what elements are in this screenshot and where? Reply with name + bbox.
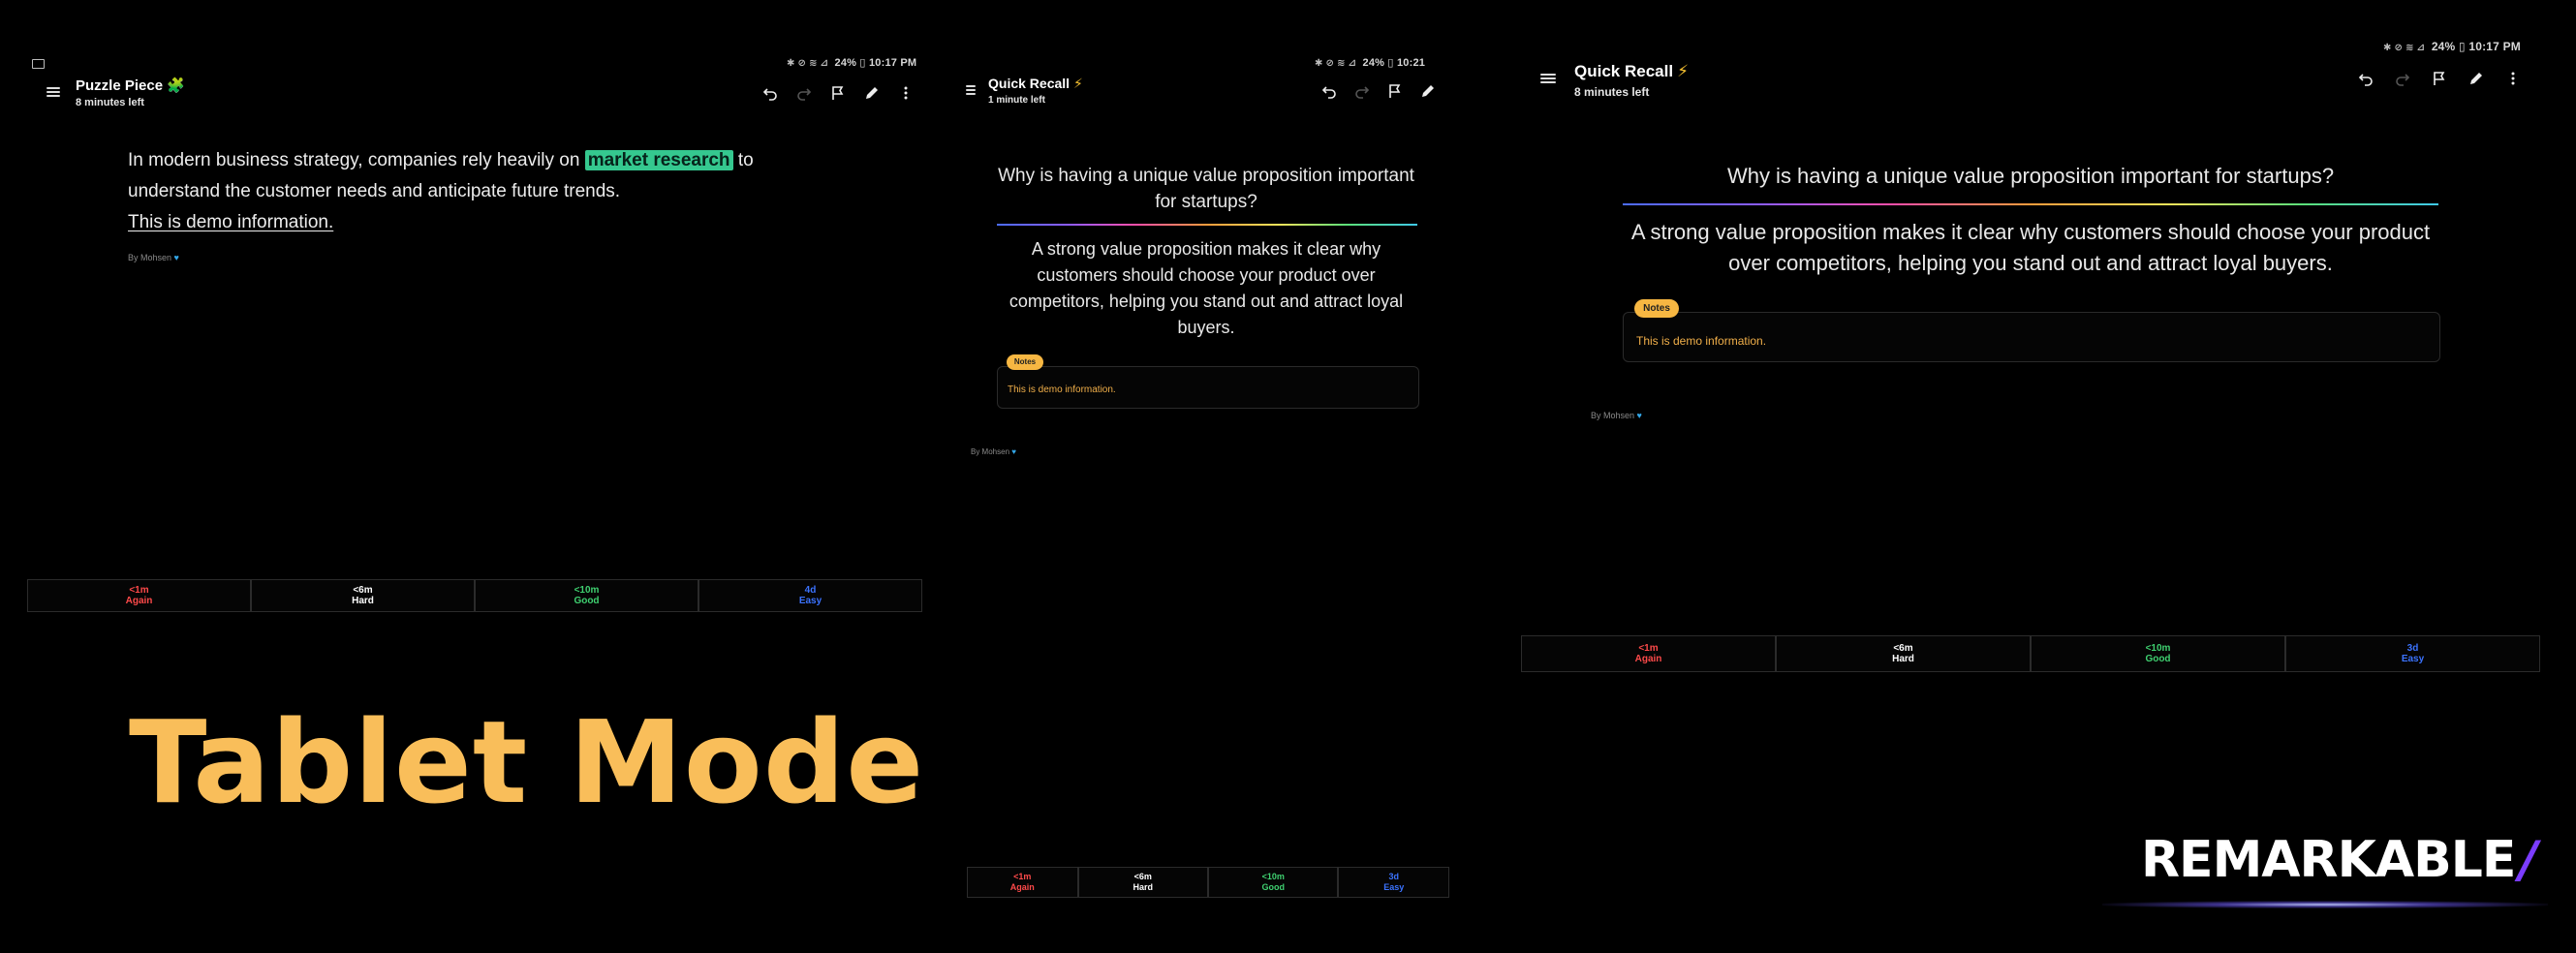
- hard-button[interactable]: <6m Hard: [1077, 867, 1208, 898]
- underlined-info: This is demo information.: [128, 212, 334, 232]
- byline: By Mohsen ♥: [128, 253, 179, 262]
- redo-icon[interactable]: [2393, 69, 2412, 88]
- answer-buttons: <1m Again <6m Hard <10m Good 3d Easy: [1521, 635, 2540, 672]
- notes-label: Notes: [1007, 354, 1043, 370]
- hamburger-menu-icon[interactable]: [966, 85, 976, 95]
- highlighted-term: market research: [584, 150, 733, 170]
- deck-title-text: Quick Recall: [988, 76, 1071, 91]
- edit-pencil-icon[interactable]: [2467, 69, 2486, 88]
- byline: By Mohsen ♥: [1591, 411, 1642, 420]
- answer-buttons: <1m Again <6m Hard <10m Good 4d Easy: [27, 579, 922, 612]
- deck-title: Quick Recall ⚡: [1574, 62, 1689, 81]
- card-text-start: In modern business strategy, companies r…: [128, 150, 580, 170]
- question-divider: [1623, 203, 2438, 205]
- deck-title-text: Quick Recall: [1574, 62, 1674, 80]
- status-time: 10:21: [1396, 57, 1426, 69]
- undo-icon[interactable]: [760, 83, 780, 103]
- hamburger-menu-icon[interactable]: [47, 87, 60, 97]
- more-vertical-icon[interactable]: [896, 83, 916, 103]
- status-bar: ✱ ⊘ ≋ ⊿ 24% ▯ 10:17 PM: [2383, 40, 2521, 53]
- good-button[interactable]: <10m Good: [475, 579, 698, 612]
- card-answer: A strong value proposition makes it clea…: [1009, 239, 1404, 337]
- battery-icon: ▯: [859, 57, 866, 69]
- good-button[interactable]: <10m Good: [2031, 635, 2285, 672]
- card-question: Why is having a unique value proposition…: [998, 166, 1414, 212]
- lightning-icon: ⚡: [1073, 76, 1083, 91]
- again-button[interactable]: <1m Again: [967, 867, 1078, 898]
- status-bar: ✱ ⊘ ≋ ⊿ 24% ▯ 10:17 PM: [787, 56, 916, 69]
- card-answer: A strong value proposition makes it clea…: [1630, 220, 2431, 275]
- card-text-mid: to: [737, 150, 754, 170]
- redo-icon[interactable]: [794, 83, 814, 103]
- brand-glow: [2102, 901, 2548, 908]
- notes-label: Notes: [1634, 299, 1679, 318]
- toolbar: [1319, 81, 1438, 101]
- notes-box: This is demo information.: [997, 366, 1419, 409]
- undo-icon[interactable]: [2356, 69, 2375, 88]
- hard-button[interactable]: <6m Hard: [1776, 635, 2031, 672]
- tablet-mode-heading: Tablet Mode: [129, 695, 925, 829]
- again-button[interactable]: <1m Again: [1521, 635, 1776, 672]
- status-time: 10:17 PM: [868, 57, 917, 69]
- time-left: 1 minute left: [988, 95, 1045, 106]
- deck-title-text: Puzzle Piece: [76, 77, 164, 94]
- easy-button[interactable]: 3d Easy: [1338, 867, 1449, 898]
- notes-text: This is demo information.: [1008, 384, 1116, 395]
- deck-title: Puzzle Piece 🧩: [76, 77, 185, 94]
- byline-text: By Mohsen: [1591, 411, 1635, 420]
- notes-text: This is demo information.: [1636, 334, 1767, 348]
- battery-percent: 24%: [2431, 40, 2456, 53]
- easy-button[interactable]: 4d Easy: [698, 579, 922, 612]
- hamburger-menu-icon[interactable]: [1540, 74, 1556, 83]
- again-button[interactable]: <1m Again: [27, 579, 251, 612]
- flag-icon[interactable]: [2430, 69, 2449, 88]
- time-left: 8 minutes left: [1574, 85, 1650, 99]
- status-icons: ✱ ⊘ ≋ ⊿: [2383, 43, 2426, 53]
- byline-text: By Mohsen: [971, 447, 1010, 456]
- flag-icon[interactable]: [828, 83, 848, 103]
- status-icons: ✱ ⊘ ≋ ⊿: [1315, 58, 1357, 69]
- status-icons: ✱ ⊘ ≋ ⊿: [787, 58, 829, 69]
- undo-icon[interactable]: [1319, 81, 1339, 101]
- gallery-icon: [32, 59, 45, 69]
- more-vertical-icon[interactable]: [2503, 69, 2523, 88]
- card-content: In modern business strategy, companies r…: [128, 145, 806, 238]
- byline: By Mohsen ♥: [971, 447, 1016, 456]
- lightning-icon: ⚡: [1677, 62, 1689, 80]
- flag-icon[interactable]: [1385, 81, 1405, 101]
- edit-pencil-icon[interactable]: [862, 83, 882, 103]
- hard-button[interactable]: <6m Hard: [251, 579, 475, 612]
- toolbar: [2356, 69, 2523, 88]
- status-bar: ✱ ⊘ ≋ ⊿ 24% ▯ 10:21: [1315, 56, 1425, 69]
- card-question: Why is having a unique value proposition…: [1726, 164, 2335, 188]
- brand-logo-slash: /: [2519, 831, 2537, 889]
- easy-button[interactable]: 3d Easy: [2285, 635, 2540, 672]
- heart-icon: ♥: [173, 253, 179, 262]
- card-text-end: understand the customer needs and antici…: [128, 181, 621, 201]
- battery-icon: ▯: [2458, 40, 2466, 53]
- redo-icon[interactable]: [1352, 81, 1372, 101]
- notes-box: This is demo information.: [1623, 312, 2440, 362]
- brand-logo: REMARKABLE/: [2141, 831, 2537, 889]
- deck-title: Quick Recall ⚡: [988, 76, 1083, 92]
- status-time: 10:17 PM: [2468, 40, 2521, 53]
- toolbar: [760, 83, 916, 103]
- battery-percent: 24%: [834, 57, 857, 69]
- heart-icon: ♥: [1011, 447, 1017, 456]
- battery-percent: 24%: [1362, 57, 1385, 69]
- puzzle-icon: 🧩: [167, 77, 185, 94]
- edit-pencil-icon[interactable]: [1418, 81, 1438, 101]
- battery-icon: ▯: [1387, 57, 1394, 69]
- time-left: 8 minutes left: [76, 97, 144, 108]
- heart-icon: ♥: [1636, 411, 1642, 420]
- question-divider: [997, 224, 1417, 226]
- good-button[interactable]: <10m Good: [1208, 867, 1339, 898]
- byline-text: By Mohsen: [128, 253, 172, 262]
- answer-buttons: <1m Again <6m Hard <10m Good 3d Easy: [967, 867, 1449, 898]
- brand-logo-text: REMARKABLE: [2141, 831, 2516, 889]
